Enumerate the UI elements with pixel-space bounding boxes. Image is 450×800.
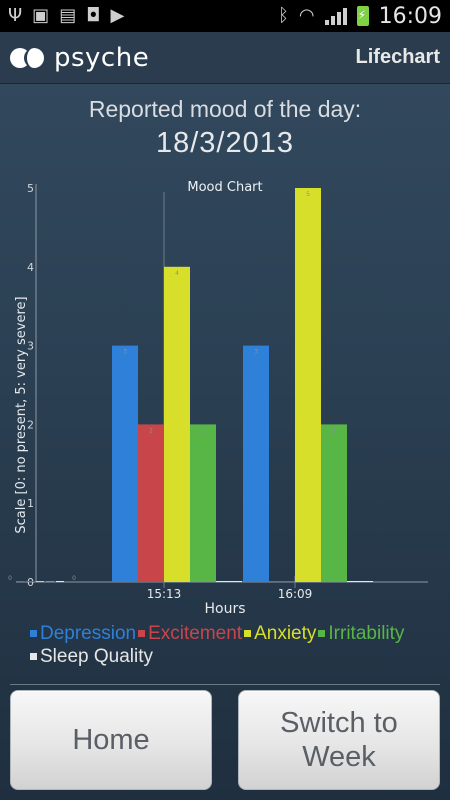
app-name: psyche (54, 42, 150, 73)
legend-label: Anxiety (254, 623, 317, 644)
bar-depression (16, 581, 24, 582)
legend-swatch (318, 630, 326, 637)
legend-item-irritability: Irritability (318, 622, 404, 645)
bar-value-label: 0 (8, 575, 12, 582)
bar-sleep-quality (216, 581, 242, 582)
battery-charging-icon (356, 6, 369, 26)
bar-irritability (46, 581, 54, 582)
bar-value-label: 2 (201, 427, 205, 434)
status-bar-system: ᛒ ◠ 16:09 (278, 4, 442, 29)
bar-anxiety (36, 581, 44, 582)
legend-item-depression: Depression (30, 622, 136, 645)
status-time: 16:09 (378, 3, 442, 29)
bar-sleep-quality (347, 581, 373, 582)
legend-swatch (30, 630, 37, 637)
bar-value-label: 2 (149, 427, 153, 434)
status-bar-notifications: Ψ ▣ ▤ ◘ ▶ (8, 7, 124, 25)
home-button[interactable]: Home (10, 690, 212, 790)
chart-legend: Depression Excitement Anxiety Irritability S… (30, 622, 440, 668)
mood-heading: Reported mood of the day: (88, 96, 362, 122)
app-brand[interactable]: psyche (10, 43, 149, 73)
mood-chart: 0 1 2 3 4 5 Mood Chart Scale [0: no present, 5:… (8, 180, 428, 617)
y-tick-label: 1 (27, 497, 34, 510)
bar-irritability (321, 424, 347, 582)
bar-value-label: 3 (123, 349, 127, 356)
wifi-icon: ◠ (298, 5, 315, 26)
legend-label: Excitement (148, 623, 243, 644)
legend-item-sleep-quality: Sleep Quality (30, 645, 153, 668)
y-tick-label: 3 (27, 340, 34, 353)
y-tick-label: 0 (27, 576, 34, 589)
bar-sleep-quality (56, 581, 64, 582)
psyche-logo-icon (10, 46, 46, 70)
screen-title: Lifechart (355, 46, 440, 68)
bar-excitement (138, 424, 164, 582)
bar-value-label: 2 (332, 427, 336, 434)
signal-icon (324, 7, 347, 25)
divider (10, 684, 440, 685)
legend-item-excitement: Excitement (138, 622, 242, 645)
legend-label: Depression (40, 623, 137, 644)
x-tick-label: 16:09 (278, 587, 313, 601)
bar-excitement (26, 581, 34, 582)
switch-to-week-button[interactable]: Switch to Week (238, 690, 440, 790)
x-tick-label: 15:13 (147, 587, 182, 601)
sd-card-icon: ▤ (59, 5, 77, 26)
bar-irritability (190, 424, 216, 582)
bar-anxiety (164, 266, 190, 582)
status-bar: Ψ ▣ ▤ ◘ ▶ ᛒ ◠ 16:09 (0, 0, 450, 32)
legend-swatch (138, 630, 146, 637)
bag-icon: ◘ (86, 5, 101, 26)
y-tick-label: 2 (27, 418, 34, 431)
bar-anxiety (295, 188, 321, 582)
legend-swatch (244, 630, 252, 637)
bar-value-label: 3 (254, 349, 258, 356)
legend-swatch (30, 653, 37, 660)
action-bar: psyche Lifechart (0, 32, 450, 84)
y-axis-label: Scale [0: no present, 5: very severe] (14, 296, 29, 533)
bar-depression (243, 345, 269, 582)
x-axis-label: Hours (204, 601, 245, 617)
bluetooth-icon: ᛒ (278, 5, 289, 26)
chart-title: Mood Chart (187, 180, 262, 195)
gallery-icon: ▣ (32, 5, 50, 26)
bar-value-label: 4 (175, 270, 179, 277)
legend-label: Irritability (328, 623, 405, 644)
bar-depression (112, 345, 138, 582)
legend-label: Sleep Quality (40, 646, 154, 667)
legend-item-anxiety: Anxiety (244, 622, 316, 645)
usb-icon: Ψ (8, 5, 23, 26)
bar-excitement (269, 581, 295, 582)
bar-value-label: 5 (306, 191, 310, 198)
bar-value-label: 0 (72, 575, 76, 582)
y-tick-label: 5 (27, 182, 34, 195)
play-icon: ▶ (110, 5, 125, 26)
y-tick-label: 4 (27, 261, 34, 274)
mood-date: 18/3/2013 (155, 127, 294, 159)
